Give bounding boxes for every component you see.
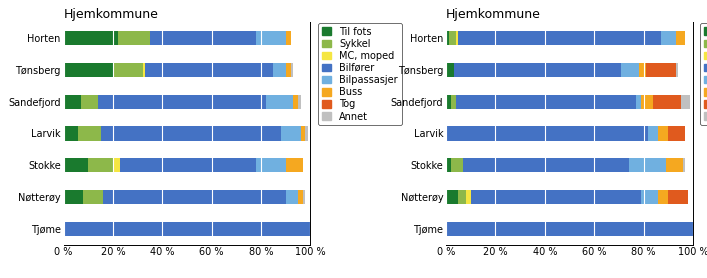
Bar (256, 158, 286, 172)
Text: Hjemkommune: Hjemkommune (64, 8, 158, 21)
Bar (113, 63, 143, 77)
Bar (676, 63, 678, 77)
Bar (446, 95, 451, 109)
Bar (100, 126, 281, 141)
Bar (466, 190, 471, 204)
Bar (451, 158, 463, 172)
Bar (120, 158, 256, 172)
Bar (676, 31, 686, 45)
Bar (681, 95, 691, 109)
Bar (286, 63, 291, 77)
Bar (448, 31, 456, 45)
Bar (118, 31, 150, 45)
Bar (88, 158, 113, 172)
Bar (298, 190, 303, 204)
Bar (266, 95, 293, 109)
Bar (446, 158, 451, 172)
Bar (256, 31, 286, 45)
Bar (456, 95, 636, 109)
Bar (683, 158, 686, 172)
Bar (658, 190, 668, 204)
Bar (300, 126, 305, 141)
Bar (64, 63, 113, 77)
Bar (286, 31, 291, 45)
Bar (641, 95, 653, 109)
Bar (446, 126, 648, 141)
Bar (281, 126, 300, 141)
Bar (648, 126, 658, 141)
Bar (83, 190, 103, 204)
Bar (78, 126, 100, 141)
Bar (64, 95, 81, 109)
Bar (463, 158, 629, 172)
Bar (638, 63, 646, 77)
Bar (150, 31, 256, 45)
Bar (303, 190, 305, 204)
Bar (621, 63, 638, 77)
Bar (653, 95, 681, 109)
Bar (274, 63, 286, 77)
Bar (458, 190, 466, 204)
Bar (471, 190, 641, 204)
Bar (291, 63, 293, 77)
Legend: Til fots, Sykkel, MC, moped, Bilfører, Bilpassasjer, Buss, Tog, Annet: Til fots, Sykkel, MC, moped, Bilfører, B… (700, 23, 707, 125)
Bar (64, 190, 83, 204)
Bar (64, 126, 78, 141)
Bar (446, 63, 453, 77)
Bar (641, 190, 658, 204)
Bar (98, 95, 266, 109)
Bar (636, 95, 641, 109)
Bar (64, 222, 310, 236)
Bar (113, 158, 120, 172)
Bar (143, 63, 145, 77)
Bar (293, 95, 298, 109)
Bar (668, 126, 686, 141)
Bar (286, 158, 303, 172)
Bar (646, 63, 676, 77)
Bar (658, 126, 668, 141)
Bar (456, 31, 458, 45)
Bar (446, 31, 448, 45)
Bar (451, 95, 456, 109)
Bar (305, 126, 308, 141)
Text: Hjemkommune: Hjemkommune (446, 8, 541, 21)
Bar (64, 31, 118, 45)
Bar (446, 190, 458, 204)
Bar (453, 63, 621, 77)
Bar (286, 190, 298, 204)
Bar (629, 158, 666, 172)
Bar (446, 222, 693, 236)
Bar (668, 190, 688, 204)
Bar (64, 158, 88, 172)
Bar (103, 190, 286, 204)
Bar (145, 63, 274, 77)
Legend: Til fots, Sykkel, MC, moped, Bilfører, Bilpassasjer, Buss, Tog, Annet: Til fots, Sykkel, MC, moped, Bilfører, B… (317, 23, 402, 125)
Bar (661, 31, 676, 45)
Bar (458, 31, 661, 45)
Bar (666, 158, 683, 172)
Bar (298, 95, 300, 109)
Bar (81, 95, 98, 109)
